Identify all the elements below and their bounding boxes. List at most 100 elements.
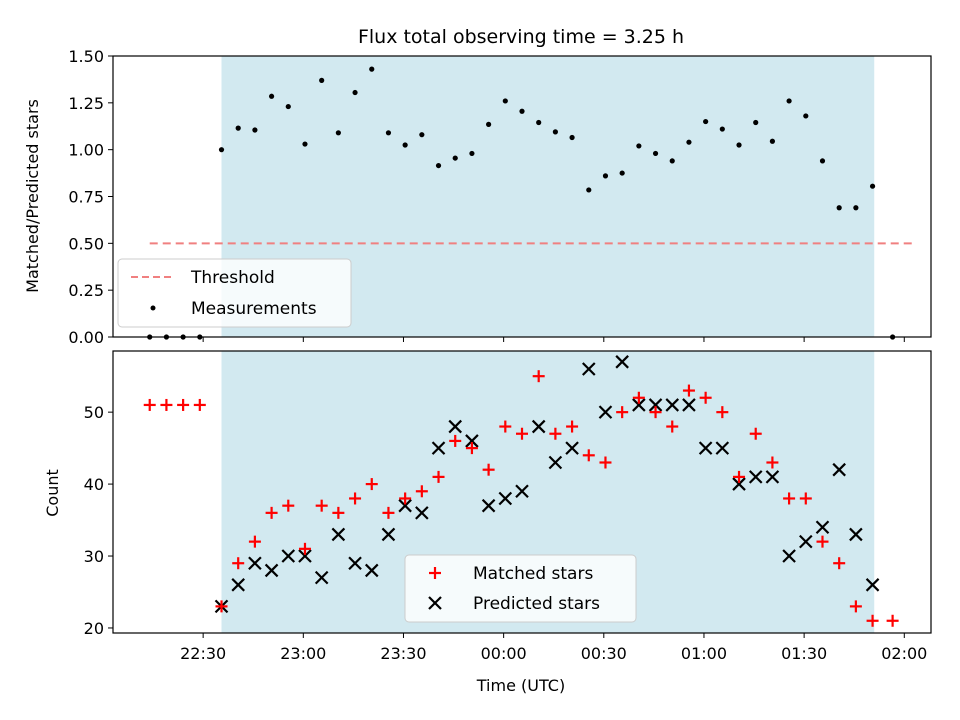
matched-star-point bbox=[248, 535, 261, 548]
predicted-star-point bbox=[732, 477, 746, 491]
predicted-star-point bbox=[431, 441, 446, 455]
x-axis-label: Time (UTC) bbox=[476, 676, 565, 695]
matched-star-point bbox=[415, 485, 428, 498]
count-legend-box bbox=[404, 554, 637, 623]
measurement-point bbox=[869, 183, 876, 189]
matched-star-point bbox=[849, 600, 862, 613]
predicted-star-point bbox=[581, 362, 596, 376]
measurement-point bbox=[335, 130, 341, 136]
measurement-point bbox=[385, 130, 392, 136]
measurements-legend-swatch bbox=[150, 305, 156, 311]
predicted-star-point bbox=[515, 484, 529, 499]
matched-star-point bbox=[699, 391, 712, 404]
measurement-point bbox=[636, 143, 642, 149]
measurement-point bbox=[402, 142, 408, 148]
matched-star-point bbox=[582, 449, 595, 462]
measurement-point bbox=[703, 118, 709, 125]
predicted-star-point bbox=[598, 405, 613, 419]
measurement-point bbox=[369, 66, 375, 72]
measurement-point bbox=[819, 158, 826, 164]
measurement-point bbox=[736, 142, 742, 148]
predicted-star-point bbox=[665, 398, 680, 412]
matched-star-point bbox=[682, 384, 695, 397]
predicted-legend-swatch bbox=[428, 596, 442, 610]
predicted-star-point bbox=[782, 549, 796, 563]
predicted-star-point bbox=[481, 498, 496, 513]
ratio-y-tick-label: 0.00 bbox=[68, 328, 104, 347]
predicted-star-point bbox=[632, 398, 646, 412]
matched-star-point bbox=[232, 557, 245, 570]
matched-star-point bbox=[599, 456, 612, 469]
predicted-star-point bbox=[531, 419, 546, 434]
measurement-point bbox=[786, 98, 792, 104]
measurements-legend-label: Measurements bbox=[191, 299, 317, 319]
measurement-point bbox=[235, 125, 241, 131]
predicted-star-point bbox=[364, 563, 379, 578]
predicted-star-point bbox=[348, 556, 362, 570]
predicted-legend-label: Predicted stars bbox=[473, 594, 600, 614]
measurement-point bbox=[285, 103, 291, 110]
time-x-tick-label: 01:00 bbox=[681, 644, 727, 663]
predicted-star-point bbox=[314, 570, 329, 585]
matched-star-point bbox=[532, 370, 545, 383]
predicted-star-point bbox=[465, 434, 479, 448]
measurement-point bbox=[753, 119, 759, 126]
count-y-tick-label: 50 bbox=[84, 403, 104, 422]
measurement-point bbox=[486, 121, 492, 127]
matched-star-point bbox=[265, 506, 278, 519]
predicted-star-point bbox=[748, 470, 763, 484]
matched-star-point bbox=[482, 463, 495, 476]
measurement-point bbox=[218, 147, 225, 153]
time-x-tick-label: 22:30 bbox=[180, 644, 226, 663]
measurement-point bbox=[502, 98, 508, 104]
matched-star-point bbox=[616, 406, 629, 419]
matched-star-point bbox=[766, 456, 779, 469]
measurement-point bbox=[268, 93, 275, 99]
ratio-y-tick-label: 0.50 bbox=[68, 234, 104, 253]
measurement-point bbox=[435, 162, 442, 169]
predicted-star-point bbox=[264, 563, 279, 578]
matched-star-point bbox=[783, 492, 796, 505]
matched-star-point bbox=[193, 398, 206, 411]
matched-star-point bbox=[549, 427, 562, 440]
predicted-star-point bbox=[448, 419, 463, 434]
matched-star-point bbox=[332, 506, 345, 519]
predicted-star-point bbox=[615, 355, 629, 369]
ratio-y-tick-label: 0.25 bbox=[68, 281, 104, 300]
predicted-star-point bbox=[832, 462, 846, 477]
measurement-point bbox=[602, 173, 609, 179]
time-x-tick-label: 00:00 bbox=[481, 644, 527, 663]
matched-star-point bbox=[566, 420, 579, 433]
predicted-star-point bbox=[565, 441, 579, 455]
predicted-star-point bbox=[298, 549, 312, 563]
predicted-star-point bbox=[248, 556, 262, 570]
ratio-y-tick-label: 0.75 bbox=[68, 188, 104, 207]
time-x-tick-label: 01:30 bbox=[781, 644, 827, 663]
predicted-star-point bbox=[815, 520, 830, 535]
predicted-star-point bbox=[231, 578, 245, 592]
ratio-legend: Threshold Measurements bbox=[117, 258, 352, 328]
matched-star-point bbox=[177, 398, 190, 411]
count-y-tick-label: 40 bbox=[84, 475, 104, 494]
predicted-star-point bbox=[715, 441, 730, 455]
measurement-point bbox=[719, 126, 725, 132]
predicted-star-point bbox=[548, 455, 563, 470]
matched-star-point bbox=[215, 600, 228, 613]
measurement-point bbox=[319, 77, 325, 83]
time-x-tick-label: 00:30 bbox=[581, 644, 627, 663]
matched-star-point bbox=[799, 492, 812, 505]
measurement-point bbox=[419, 132, 425, 138]
measurement-point bbox=[519, 108, 525, 114]
ratio-panel: 0.00 0.25 0.50 0.75 1.00 1.25 1.50 Matched/Pre… bbox=[23, 47, 932, 347]
predicted-star-point bbox=[849, 527, 863, 542]
predicted-star-point bbox=[698, 441, 713, 455]
count-panel: 20 30 40 50 22:30 23:00 23:30 00:00 00:30 01:00 0… bbox=[43, 350, 932, 695]
measurement-point bbox=[836, 205, 842, 211]
matched-legend-swatch bbox=[429, 567, 441, 579]
count-legend: Matched stars Predicted stars bbox=[404, 554, 637, 623]
measurement-point bbox=[652, 150, 659, 157]
measurement-point bbox=[769, 138, 776, 144]
matched-star-point bbox=[716, 406, 729, 419]
matched-star-point bbox=[298, 542, 311, 555]
